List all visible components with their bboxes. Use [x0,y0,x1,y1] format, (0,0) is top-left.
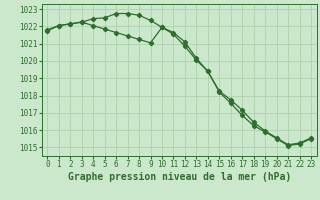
X-axis label: Graphe pression niveau de la mer (hPa): Graphe pression niveau de la mer (hPa) [68,172,291,182]
